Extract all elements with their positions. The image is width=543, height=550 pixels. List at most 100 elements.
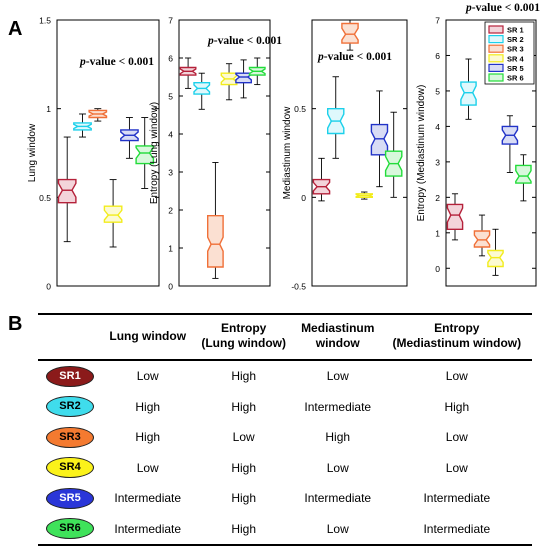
box-body [370, 123, 389, 156]
box-sr-1 [446, 193, 464, 241]
summary-table-section: B Lung window Entropy (Lung window) Mediast… [0, 305, 543, 550]
y-tick-label: 0 [168, 282, 173, 292]
table-cell: Low [326, 369, 349, 384]
y-tick-label: 0 [46, 282, 51, 292]
table-cell: Intermediate [304, 399, 372, 414]
legend-label: SR 6 [507, 74, 524, 83]
table-cell: Intermediate [381, 513, 532, 546]
sr-label-cell: SR2 [38, 392, 102, 423]
table-row: SR4 Low High Low Low [38, 453, 532, 484]
legend: SR 1SR 2SR 3SR 4SR 5SR 6 [484, 21, 535, 85]
sr-label-cell: SR1 [38, 360, 102, 392]
plot-frame [56, 19, 160, 287]
box-sr-6 [384, 111, 403, 198]
y-tick-label: 1 [435, 228, 440, 238]
sr-badge-sr5: SR5 [46, 487, 94, 509]
chart-panel-4: 0 1 2 3 4 5 6 7 Entropy (Mediastinum window) p-va… [416, 2, 540, 287]
box-sr-1 [179, 57, 197, 89]
table-cell: Low [136, 460, 159, 475]
legend-swatch [488, 73, 504, 82]
y-axis-label: Entropy (Lung window) [149, 102, 160, 204]
plot-frame [445, 19, 537, 287]
box-sr-2 [460, 58, 477, 120]
sr-label-cell: SR6 [38, 513, 102, 546]
box-sr-5 [235, 59, 253, 99]
box-body [473, 230, 491, 248]
y-tick-label: 3 [435, 157, 440, 167]
p-value-annotation: p-value < 0.001 [207, 35, 282, 47]
table-row: SR3 High Low High Low [38, 422, 532, 453]
box-sr-2 [73, 113, 92, 138]
table-row: SR1 Low High Low Low [38, 360, 532, 392]
table-row: SR2 High High Intermediate High [38, 392, 532, 423]
plot-frame [311, 19, 408, 287]
y-tick-label: 2 [168, 206, 173, 216]
table-cell: Low [445, 460, 468, 475]
legend-label: SR 5 [507, 64, 524, 73]
y-tick-label: 3 [168, 168, 173, 178]
y-tick-label: 2 [435, 193, 440, 203]
legend-swatch [488, 34, 504, 44]
sr-badge-sr3: SR3 [46, 426, 94, 448]
table-cell: High [231, 460, 256, 475]
sr-badge-sr2: SR2 [46, 396, 94, 418]
table-cell: Intermediate [102, 513, 194, 546]
y-tick-label: 4 [168, 130, 173, 140]
box-sr-4 [355, 191, 373, 200]
y-tick-label: 0 [301, 193, 306, 203]
box-sr-1 [312, 157, 331, 202]
y-tick-label: 6 [168, 54, 173, 64]
table-cell: High [444, 399, 470, 414]
y-tick-label: 0.5 [294, 104, 306, 114]
table-cell: High [135, 430, 161, 445]
p-value-annotation: p-value < 0.001 [79, 56, 154, 68]
box-body [341, 22, 359, 44]
table-cell: High [193, 513, 294, 546]
legend-label: SR 2 [507, 35, 524, 44]
y-tick-label: 1 [46, 104, 51, 114]
sr-label-cell: SR3 [38, 422, 102, 453]
y-axis-label: Lung window [27, 123, 38, 182]
header-cell-mediastinum-window: Mediastinum window [301, 321, 375, 350]
box-body [460, 81, 477, 106]
legend-swatch [488, 44, 504, 53]
table-cell: Low [445, 430, 468, 445]
table-cell: High [231, 369, 256, 384]
legend-swatch [488, 25, 504, 34]
y-tick-label: 1.5 [39, 16, 51, 26]
box-body [206, 214, 224, 268]
boxplot-charts: 0 0.5 1 1.5 Lung window p-value < 0.001 0 1 2 3 4 5… [27, 2, 540, 292]
y-tick-label: 1 [168, 244, 173, 254]
y-tick-label: -0.5 [291, 282, 306, 292]
box-sr-2 [193, 72, 211, 110]
header-cell-entropy-mediastinum-window: Entropy (Mediastinum window) [392, 321, 522, 350]
y-tick-label: 7 [168, 16, 173, 26]
panel-a-label: A [8, 18, 23, 40]
sr-label-cell: SR5 [38, 483, 102, 514]
box-body [515, 164, 532, 184]
y-axis-label: Mediastinum window [282, 106, 293, 200]
box-sr-3 [206, 162, 224, 279]
legend-label: SR 1 [507, 26, 524, 35]
legend-label: SR 3 [507, 45, 524, 54]
y-tick-label: 7 [435, 16, 440, 26]
table-cell: High [231, 491, 256, 506]
y-tick-label: 0.5 [39, 193, 51, 203]
box-sr-4 [220, 63, 238, 101]
table-body: SR1 Low High Low Low SR2 High High Intermediate H… [38, 360, 532, 546]
header-cell-blank [38, 314, 102, 360]
box-body [103, 205, 123, 223]
box-sr-5 [501, 115, 519, 173]
table-cell: Intermediate [304, 491, 372, 506]
header-cell-entropy-lung-window: Entropy (Lung window) [201, 321, 286, 350]
table-cell: Low [136, 369, 159, 384]
table-cell: High [135, 399, 161, 414]
legend-swatch [488, 54, 504, 63]
box-sr-6 [135, 117, 155, 189]
table-cell: High [325, 430, 351, 445]
p-value-annotation: p-value < 0.001 [465, 2, 540, 14]
box-body [446, 203, 464, 231]
sr-badge-sr1: SR1 [46, 365, 94, 387]
sr-badge-sr6: SR6 [46, 518, 94, 540]
